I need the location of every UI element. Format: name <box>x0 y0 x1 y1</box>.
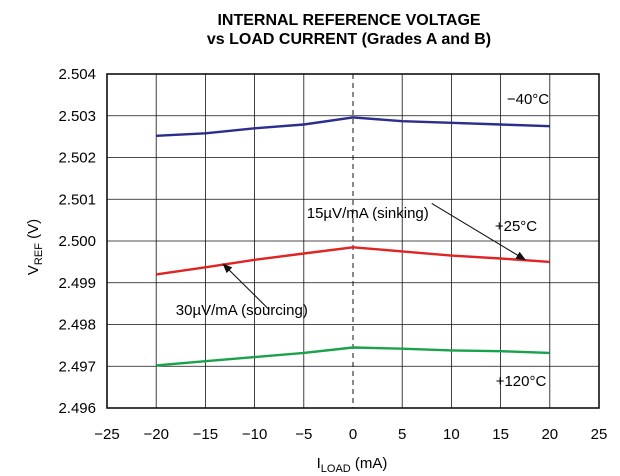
chart-subtitle: vs LOAD CURRENT (Grades A and B) <box>207 31 491 48</box>
y-tick-label: 2.496 <box>58 400 96 417</box>
annotation-label: 30µV/mA (sourcing) <box>176 302 308 319</box>
y-tick-label: 2.499 <box>58 275 96 292</box>
legend-label-plus25c: +25°C <box>495 218 537 235</box>
y-tick-label: 2.501 <box>58 191 96 208</box>
x-tick-label: −10 <box>242 426 267 443</box>
y-tick-label: 2.504 <box>58 66 96 83</box>
x-tick-label: 5 <box>398 426 406 443</box>
annotation-arrow <box>222 263 270 311</box>
legend-label-minus40c: −40°C <box>507 91 549 108</box>
x-tick-label: 0 <box>349 426 357 443</box>
x-tick-label: 20 <box>541 426 558 443</box>
x-tick-label: −5 <box>295 426 312 443</box>
y-tick-label: 2.498 <box>58 317 96 334</box>
y-tick-label: 2.500 <box>58 233 96 250</box>
x-tick-label: 10 <box>443 426 460 443</box>
y-tick-label: 2.503 <box>58 108 96 125</box>
y-tick-label: 2.502 <box>58 150 96 167</box>
x-tick-label: 25 <box>591 426 608 443</box>
y-axis-title: VREF (V) <box>25 219 45 275</box>
series-line-plus120c <box>156 346 550 367</box>
series-line-minus40c <box>156 116 550 137</box>
x-tick-label: −15 <box>193 426 218 443</box>
x-tick-label: 15 <box>492 426 509 443</box>
plot-frame <box>106 73 600 409</box>
annotations: 15µV/mA (sinking) 30µV/mA (sourcing) <box>176 202 527 319</box>
annotation-arrow <box>431 202 527 261</box>
y-tick-label: 2.497 <box>58 358 96 375</box>
x-axis-title: ILOAD (mA) <box>317 455 388 475</box>
chart-title: INTERNAL REFERENCE VOLTAGE <box>217 12 480 29</box>
annotation-label: 15µV/mA (sinking) <box>307 205 429 222</box>
series-line-plus25c <box>156 246 550 276</box>
series-lines <box>156 116 550 367</box>
x-tick-label: −20 <box>143 426 168 443</box>
x-ticks: −25 −20 −15 −10 −5 0 5 10 15 20 25 <box>94 426 607 443</box>
legend-label-plus120c: +120°C <box>496 373 547 390</box>
x-tick-label: −25 <box>94 426 119 443</box>
y-ticks: 2.496 2.497 2.498 2.499 2.500 2.501 2.502 2.503… <box>58 66 96 417</box>
